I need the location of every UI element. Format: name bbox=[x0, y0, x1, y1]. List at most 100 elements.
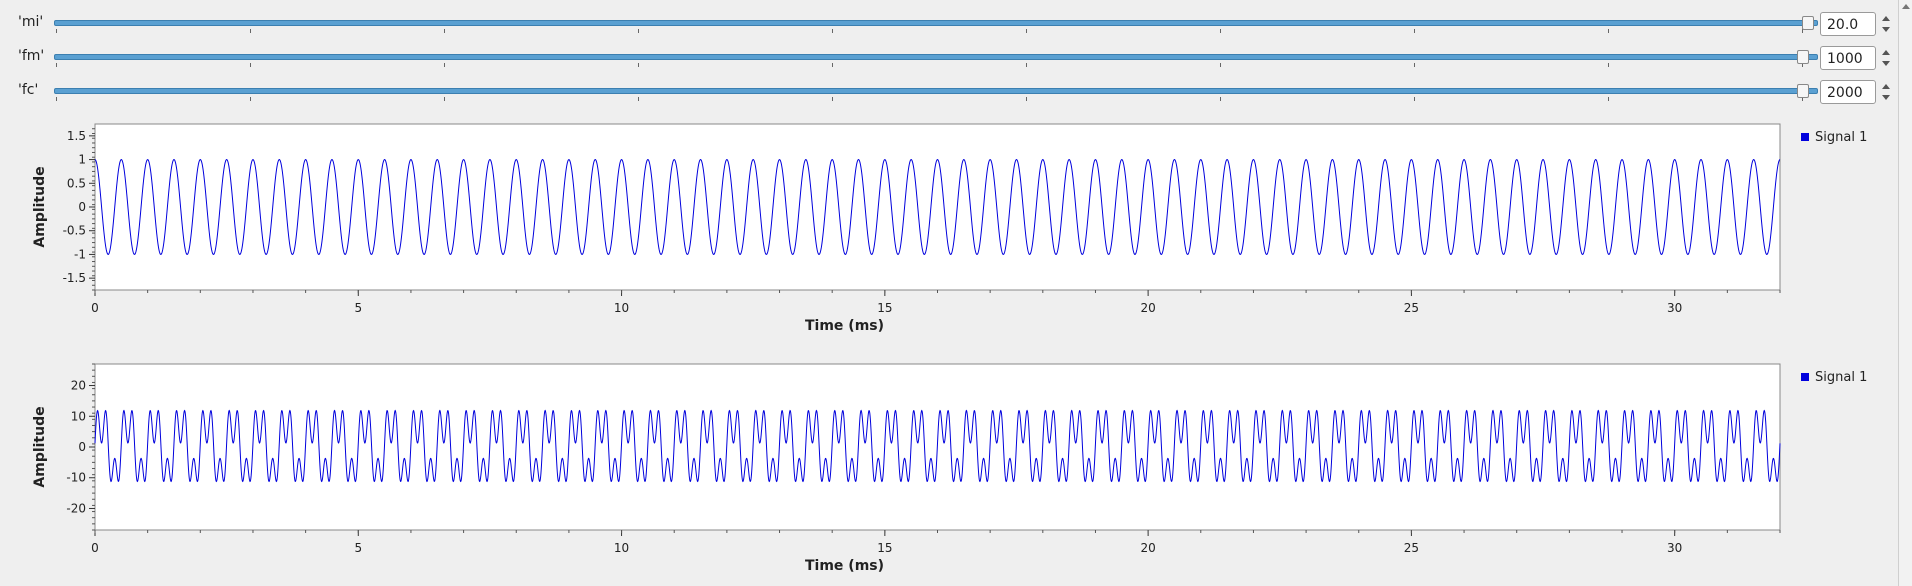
x-tick-label: 0 bbox=[91, 301, 99, 315]
slider-ticks-mi bbox=[54, 29, 1816, 33]
slider-tick bbox=[832, 97, 833, 101]
y-tick-label: 1 bbox=[78, 153, 86, 167]
slider-tick bbox=[638, 97, 639, 101]
vertical-scrollbar[interactable] bbox=[1898, 0, 1912, 586]
slider-track-mi[interactable] bbox=[54, 20, 1818, 26]
y-tick-label: -10 bbox=[66, 471, 86, 485]
slider-handle-mi[interactable] bbox=[1802, 16, 1814, 30]
y-tick-label: 0 bbox=[78, 200, 86, 214]
spin-down-arrow-icon[interactable] bbox=[1882, 95, 1890, 100]
legend-swatch bbox=[1801, 133, 1809, 141]
slider-tick bbox=[1026, 29, 1027, 33]
spinbox-mi[interactable]: 20.0 bbox=[1820, 12, 1876, 36]
slider-row-fm: 'fm' 1000 bbox=[0, 42, 1912, 72]
slider-tick bbox=[250, 29, 251, 33]
y-tick-label: 10 bbox=[71, 409, 86, 423]
slider-tick bbox=[56, 63, 57, 67]
slider-tick bbox=[1414, 97, 1415, 101]
y-axis-label: Amplitude bbox=[32, 166, 48, 247]
slider-tick bbox=[250, 97, 251, 101]
slider-row-fc: 'fc' 2000 bbox=[0, 76, 1912, 106]
spin-up-arrow-icon[interactable] bbox=[1882, 16, 1890, 21]
x-tick-label: 30 bbox=[1667, 541, 1682, 555]
slider-row-mi: 'mi' 20.0 bbox=[0, 8, 1912, 38]
slider-tick bbox=[1220, 29, 1221, 33]
slider-tick bbox=[1026, 97, 1027, 101]
x-tick-label: 10 bbox=[614, 541, 629, 555]
slider-tick bbox=[56, 29, 57, 33]
spinbox-buttons-mi[interactable] bbox=[1880, 12, 1894, 36]
slider-handle-fc[interactable] bbox=[1797, 84, 1809, 98]
slider-tick bbox=[1220, 63, 1221, 67]
spinbox-buttons-fm[interactable] bbox=[1880, 46, 1894, 70]
spinbox-value-fm: 1000 bbox=[1827, 51, 1863, 67]
slider-tick bbox=[638, 63, 639, 67]
slider-tick bbox=[638, 29, 639, 33]
x-tick-label: 25 bbox=[1404, 301, 1419, 315]
slider-tick bbox=[832, 29, 833, 33]
legend-label[interactable]: Signal 1 bbox=[1815, 130, 1867, 145]
y-axis-label: Amplitude bbox=[32, 406, 48, 487]
spinbox-value-fc: 2000 bbox=[1827, 85, 1863, 101]
time-plot-1[interactable]: 1.5 1 0.5 0 -0.5 -1 -1.5 0 5 10 15 20 25 30 Time (ms) A… bbox=[0, 118, 1896, 344]
spin-up-arrow-icon[interactable] bbox=[1882, 84, 1890, 89]
y-tick-label: 1.5 bbox=[67, 129, 86, 143]
slider-tick bbox=[444, 29, 445, 33]
slider-tick bbox=[1802, 29, 1803, 33]
y-tick-label: -1 bbox=[74, 247, 86, 261]
spinbox-buttons-fc[interactable] bbox=[1880, 80, 1894, 104]
slider-track-fc[interactable] bbox=[54, 88, 1818, 94]
spin-up-arrow-icon[interactable] bbox=[1882, 50, 1890, 55]
y-tick-label: -1.5 bbox=[63, 271, 86, 285]
plot-area bbox=[94, 123, 1781, 291]
y-tick-label: -20 bbox=[66, 501, 86, 515]
slider-label-mi: 'mi' bbox=[18, 14, 44, 30]
spinbox-value-mi: 20.0 bbox=[1827, 17, 1859, 33]
slider-tick bbox=[1026, 63, 1027, 67]
x-axis-label: Time (ms) bbox=[805, 318, 884, 334]
slider-tick bbox=[1414, 29, 1415, 33]
slider-tick bbox=[1220, 97, 1221, 101]
scroll-up-arrow-icon[interactable] bbox=[1902, 4, 1910, 9]
spin-down-arrow-icon[interactable] bbox=[1882, 61, 1890, 66]
x-tick-label: 5 bbox=[354, 301, 362, 315]
slider-ticks-fm bbox=[54, 63, 1816, 67]
slider-label-fc: 'fc' bbox=[18, 82, 39, 98]
legend-label[interactable]: Signal 1 bbox=[1815, 370, 1867, 385]
x-tick-label: 15 bbox=[877, 541, 892, 555]
y-tick-label: 20 bbox=[71, 379, 86, 393]
slider-tick bbox=[1608, 63, 1609, 67]
y-tick-label: 0 bbox=[78, 440, 86, 454]
slider-tick bbox=[444, 63, 445, 67]
time-plot-2[interactable]: 20 10 0 -10 -20 0 5 10 15 20 25 30 Time (ms) Amplitud… bbox=[0, 358, 1896, 584]
x-tick-label: 30 bbox=[1667, 301, 1682, 315]
spin-down-arrow-icon[interactable] bbox=[1882, 27, 1890, 32]
x-tick-label: 15 bbox=[877, 301, 892, 315]
slider-label-fm: 'fm' bbox=[18, 48, 45, 64]
slider-tick bbox=[1608, 97, 1609, 101]
spinbox-fc[interactable]: 2000 bbox=[1820, 80, 1876, 104]
slider-tick bbox=[1608, 29, 1609, 33]
slider-handle-fm[interactable] bbox=[1797, 50, 1809, 64]
spinbox-fm[interactable]: 1000 bbox=[1820, 46, 1876, 70]
x-tick-label: 0 bbox=[91, 541, 99, 555]
x-tick-label: 20 bbox=[1140, 541, 1155, 555]
slider-tick bbox=[1802, 97, 1803, 101]
slider-track-fm[interactable] bbox=[54, 54, 1818, 60]
signal-1-line bbox=[94, 409, 1781, 483]
legend-swatch bbox=[1801, 373, 1809, 381]
signal-1-line bbox=[94, 159, 1781, 255]
x-axis-label: Time (ms) bbox=[805, 558, 884, 574]
slider-tick bbox=[1414, 63, 1415, 67]
x-tick-label: 5 bbox=[354, 541, 362, 555]
x-tick-label: 20 bbox=[1140, 301, 1155, 315]
x-tick-label: 10 bbox=[614, 301, 629, 315]
y-tick-label: -0.5 bbox=[63, 224, 86, 238]
y-tick-label: 0.5 bbox=[67, 176, 86, 190]
slider-tick bbox=[56, 97, 57, 101]
x-tick-label: 25 bbox=[1404, 541, 1419, 555]
slider-tick bbox=[1802, 63, 1803, 67]
slider-tick bbox=[250, 63, 251, 67]
slider-ticks-fc bbox=[54, 97, 1816, 101]
slider-tick bbox=[832, 63, 833, 67]
